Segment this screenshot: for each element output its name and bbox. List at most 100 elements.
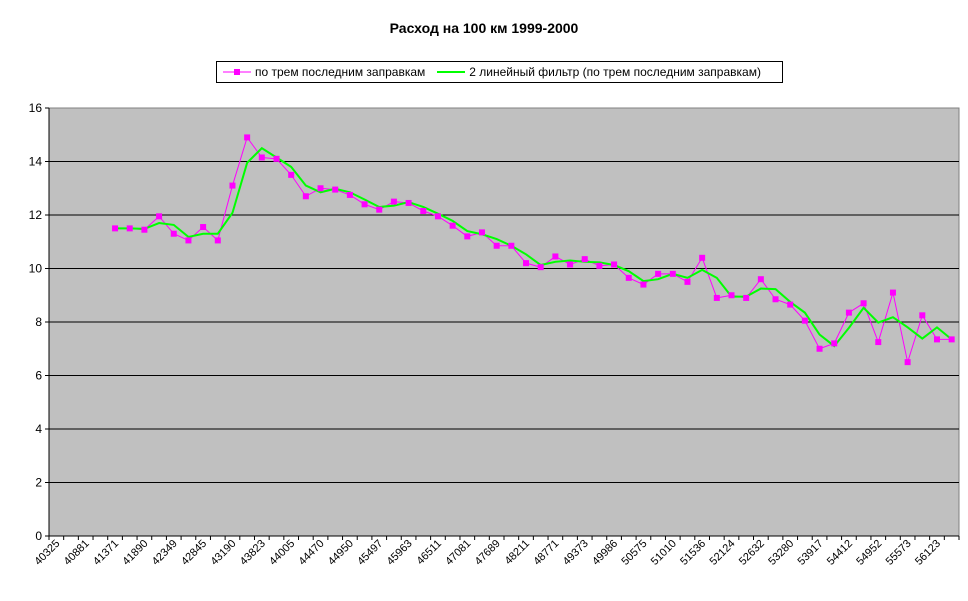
legend-label-raw: по трем последним заправкам [255,65,426,79]
data-point-raw [214,237,221,244]
x-tick-label: 51536 [678,538,708,568]
y-tick-label: 10 [29,262,43,276]
data-point-raw [948,336,955,343]
data-point-raw [185,237,192,244]
data-point-raw [728,292,735,299]
data-point-raw [669,270,676,277]
data-point-raw [376,206,383,213]
legend-label-filter: 2 линейный фильтр (по трем последним зап… [469,65,761,79]
data-point-raw [523,260,530,267]
data-point-raw [317,185,324,192]
legend: по трем последним заправкам 2 линейный ф… [216,61,783,83]
x-tick-label: 40881 [62,538,92,568]
data-point-raw [273,155,280,162]
x-tick-label: 47689 [473,538,503,568]
data-point-raw [112,225,119,232]
data-point-raw [816,345,823,352]
data-point-raw [757,276,764,283]
data-point-raw [933,336,940,343]
x-tick-label: 42845 [179,538,209,568]
data-point-raw [889,289,896,296]
data-point-raw [919,312,926,319]
x-tick-label: 56123 [913,538,943,568]
data-point-raw [478,229,485,236]
data-point-raw [713,294,720,301]
data-point-raw [302,193,309,200]
x-tick-label: 41371 [91,538,121,568]
data-point-raw [581,256,588,263]
x-tick-label: 44005 [267,538,297,568]
data-point-raw [244,134,251,141]
x-tick-label: 47081 [443,538,473,568]
data-point-raw [156,213,163,220]
x-tick-label: 44950 [326,538,356,568]
series-line-raw [115,136,952,365]
x-tick-label: 48771 [531,538,561,568]
data-point-raw [640,281,647,288]
data-point-raw [831,340,838,347]
series [112,134,955,366]
x-tick-label: 53280 [766,538,796,568]
x-tick-label: 45497 [355,538,385,568]
data-point-raw [552,253,559,260]
chart-title: Расход на 100 км 1999-2000 [389,20,579,36]
data-point-raw [288,171,295,178]
legend-swatch-filter [437,66,466,78]
data-point-raw [845,309,852,316]
data-point-raw [464,233,471,240]
x-tick-label: 54952 [854,538,884,568]
data-point-raw [596,262,603,269]
y-axis: 0 2 4 6 8 10 12 14 16 [29,101,50,543]
data-point-raw [625,274,632,281]
y-tick-label: 4 [35,422,42,436]
series-line-filter [115,146,953,348]
x-tick-label: 53917 [796,538,826,568]
legend-swatch-raw [223,66,251,78]
data-point-raw [258,154,265,161]
data-point-raw [200,224,207,231]
y-tick-label: 12 [29,208,43,222]
data-point-raw [141,226,148,233]
x-tick-label: 49986 [590,538,620,568]
x-tick-label: 46511 [415,538,445,568]
data-point-raw [126,225,133,232]
data-point-raw [361,201,368,208]
x-tick-label: 44470 [297,538,327,568]
y-tick-label: 14 [29,155,43,169]
data-point-raw [537,264,544,271]
data-point-raw [772,296,779,303]
x-tick-label: 55573 [884,538,914,568]
data-point-raw [699,254,706,261]
y-tick-label: 2 [35,476,42,490]
data-point-raw [229,182,236,189]
data-point-raw [875,339,882,346]
data-point-raw [611,261,618,268]
y-tick-label: 6 [35,369,42,383]
x-tick-label: 51010 [649,538,679,568]
data-point-raw [655,270,662,277]
data-point-raw [390,198,397,205]
data-point-raw [508,242,515,249]
data-point-raw [346,191,353,198]
data-point-raw [787,301,794,308]
x-tick-label: 43190 [208,538,238,568]
x-tick-label: 50575 [619,538,649,568]
data-point-raw [405,199,412,206]
x-tick-label: 45963 [385,538,415,568]
data-point-raw [493,242,500,249]
data-point-raw [332,186,339,193]
x-tick-label: 43823 [238,538,268,568]
y-tick-label: 0 [35,529,42,543]
data-point-raw [801,317,808,324]
data-point-raw [434,213,441,220]
data-point-raw [449,222,456,229]
legend-entry-raw: по трем последним заправкам [223,65,425,79]
y-tick-label: 16 [29,101,43,115]
data-point-raw [860,300,867,307]
x-tick-label: 54412 [825,538,855,568]
legend-entry-filter: 2 линейный фильтр (по трем последним зап… [437,65,761,79]
data-point-raw [743,294,750,301]
data-point-raw [567,261,574,268]
